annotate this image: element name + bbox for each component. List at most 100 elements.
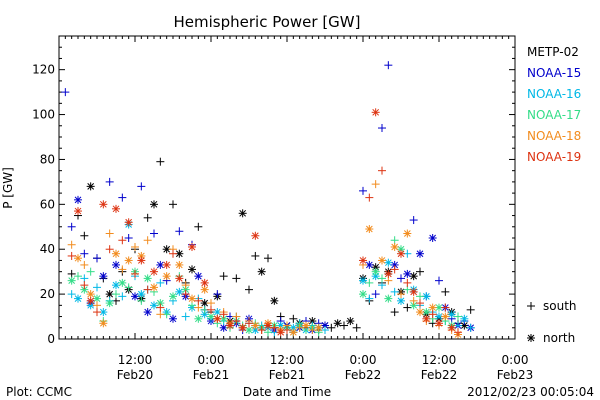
legend-label: NOAA-16 <box>527 87 581 101</box>
x-tick-time: 12:00 <box>422 353 457 367</box>
north-point <box>200 310 209 319</box>
x-tick-date: Feb22 <box>345 368 382 382</box>
south-point <box>80 231 89 240</box>
north-point <box>226 321 234 330</box>
north-point <box>194 272 203 281</box>
south-point <box>67 290 76 299</box>
south-point <box>365 278 374 287</box>
north-point <box>251 321 260 330</box>
north-point <box>86 290 95 299</box>
north-point <box>162 272 171 281</box>
north-point <box>86 296 95 305</box>
north-point <box>137 290 146 299</box>
north-point <box>99 319 108 328</box>
south-point <box>371 290 380 299</box>
y-tick-label: 20 <box>40 287 55 301</box>
north-point <box>359 290 367 299</box>
south-point <box>207 299 215 308</box>
north-point <box>390 242 399 251</box>
y-tick-label: 120 <box>32 63 55 77</box>
x-tick-time: 0:00 <box>502 353 529 367</box>
south-point <box>143 285 152 294</box>
south-point <box>283 326 291 335</box>
north-point <box>118 278 127 287</box>
legend-label: NOAA-19 <box>527 150 581 164</box>
south-point <box>194 222 203 231</box>
north-point <box>150 283 158 292</box>
south-point <box>454 312 462 321</box>
south-point <box>371 180 380 189</box>
south-point <box>169 200 177 209</box>
north-point <box>264 321 272 330</box>
south-point <box>169 249 177 258</box>
south-point <box>80 281 89 290</box>
north-point <box>371 267 380 276</box>
south-point <box>131 242 139 251</box>
south-point <box>219 272 228 281</box>
south-point <box>403 303 412 312</box>
south-point <box>93 301 101 310</box>
south-point <box>416 292 424 301</box>
south-point <box>390 236 399 245</box>
south-point <box>93 308 101 317</box>
marker-legend-symbol <box>527 302 535 310</box>
north-point <box>435 319 443 328</box>
south-point <box>74 272 82 281</box>
north-point <box>124 256 133 265</box>
north-point <box>105 290 114 299</box>
data-points <box>61 61 475 339</box>
north-point <box>365 260 374 269</box>
south-point <box>397 274 405 283</box>
south-point <box>93 254 101 263</box>
south-point <box>454 328 462 337</box>
north-point <box>397 296 405 305</box>
south-point <box>181 290 190 299</box>
south-point <box>264 328 272 337</box>
south-point <box>378 166 386 175</box>
south-point <box>365 193 374 202</box>
south-point <box>118 265 127 274</box>
south-point <box>93 283 101 292</box>
south-point <box>112 290 120 299</box>
north-point <box>428 303 437 312</box>
south-point <box>289 314 298 323</box>
north-point <box>143 274 152 283</box>
north-point <box>80 285 89 294</box>
south-point <box>118 236 127 245</box>
south-point <box>340 321 348 330</box>
north-point <box>302 321 310 330</box>
north-point <box>175 274 184 283</box>
north-point <box>403 269 412 278</box>
south-point <box>105 177 114 186</box>
north-point <box>74 207 82 216</box>
north-point <box>188 265 196 274</box>
south-point <box>124 234 133 242</box>
x-tick-time: 0:00 <box>198 353 225 367</box>
north-point <box>188 242 196 251</box>
south-point <box>156 278 165 287</box>
south-point <box>137 296 146 305</box>
south-point <box>390 308 399 317</box>
north-point <box>314 323 323 332</box>
north-point <box>384 269 393 278</box>
y-tick-label: 100 <box>32 108 55 122</box>
south-point <box>359 186 367 195</box>
north-point <box>365 225 374 234</box>
south-point <box>105 229 114 238</box>
south-point <box>194 296 203 305</box>
north-point <box>169 314 177 323</box>
south-point <box>80 249 89 258</box>
north-point <box>188 294 196 303</box>
north-point <box>428 234 437 242</box>
south-point <box>390 287 399 296</box>
south-point <box>352 323 361 332</box>
chart-title: Hemispheric Power [GW] <box>174 13 361 31</box>
south-point <box>270 323 279 332</box>
south-point <box>416 267 424 276</box>
north-point <box>403 229 412 238</box>
south-point <box>156 157 165 166</box>
north-point <box>409 301 418 310</box>
x-tick-time: 0:00 <box>350 353 377 367</box>
south-point <box>67 240 76 249</box>
